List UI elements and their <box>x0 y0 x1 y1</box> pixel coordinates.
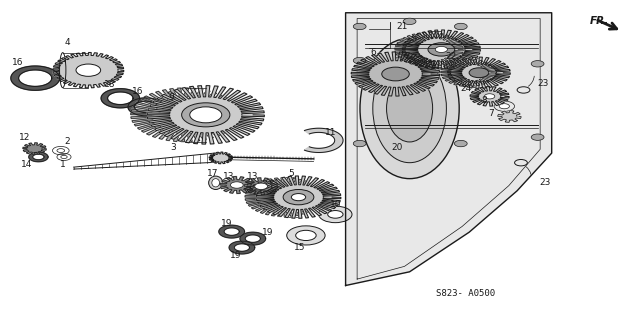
Circle shape <box>156 106 192 124</box>
Text: 13: 13 <box>223 172 234 181</box>
Text: 16: 16 <box>132 87 143 96</box>
Circle shape <box>499 104 509 109</box>
Text: 5: 5 <box>289 169 294 178</box>
Polygon shape <box>229 241 255 254</box>
Text: 19: 19 <box>262 228 273 237</box>
Polygon shape <box>101 89 140 108</box>
Polygon shape <box>29 152 48 162</box>
Circle shape <box>319 206 352 223</box>
Circle shape <box>182 103 230 127</box>
Circle shape <box>531 61 544 67</box>
Circle shape <box>353 23 366 30</box>
Text: 4: 4 <box>65 38 70 47</box>
Text: 15: 15 <box>294 243 305 252</box>
Text: 19: 19 <box>230 251 241 260</box>
Text: 14: 14 <box>21 160 33 169</box>
Text: FR.: FR. <box>590 16 609 26</box>
Circle shape <box>484 94 495 99</box>
Polygon shape <box>220 177 253 193</box>
Polygon shape <box>305 128 343 152</box>
Circle shape <box>287 226 325 245</box>
Polygon shape <box>346 13 552 286</box>
Circle shape <box>61 155 67 159</box>
Circle shape <box>381 67 410 81</box>
Circle shape <box>168 112 180 118</box>
Text: 9: 9 <box>169 93 174 102</box>
Text: 13: 13 <box>247 172 259 181</box>
Text: 12: 12 <box>19 133 30 142</box>
Polygon shape <box>498 111 521 122</box>
Text: 21: 21 <box>396 22 408 31</box>
Text: 11: 11 <box>324 128 336 137</box>
Circle shape <box>454 140 467 147</box>
Circle shape <box>255 183 268 189</box>
Text: 22: 22 <box>445 52 457 61</box>
Polygon shape <box>240 232 266 245</box>
Polygon shape <box>447 57 510 88</box>
Polygon shape <box>209 152 232 164</box>
Polygon shape <box>441 59 496 86</box>
Circle shape <box>454 23 467 30</box>
Polygon shape <box>395 32 463 67</box>
Circle shape <box>469 68 489 78</box>
Text: 20: 20 <box>391 143 403 152</box>
Circle shape <box>435 46 447 53</box>
Polygon shape <box>53 53 124 88</box>
Polygon shape <box>245 178 323 217</box>
Text: 2: 2 <box>65 137 70 146</box>
Polygon shape <box>128 98 164 116</box>
Text: 10: 10 <box>330 200 342 209</box>
Polygon shape <box>147 85 264 144</box>
Polygon shape <box>256 176 341 218</box>
Text: 23: 23 <box>540 178 551 187</box>
Circle shape <box>76 64 100 76</box>
Circle shape <box>328 211 343 218</box>
Circle shape <box>353 140 366 147</box>
Polygon shape <box>470 86 509 106</box>
Polygon shape <box>244 178 278 195</box>
Circle shape <box>296 230 316 241</box>
Polygon shape <box>23 143 46 154</box>
Ellipse shape <box>209 176 223 189</box>
Text: 19: 19 <box>221 219 233 228</box>
Circle shape <box>291 194 306 201</box>
Text: 7: 7 <box>489 109 494 118</box>
Circle shape <box>403 18 416 25</box>
Circle shape <box>531 134 544 140</box>
Text: 17: 17 <box>207 169 218 178</box>
Polygon shape <box>131 88 239 142</box>
Ellipse shape <box>387 75 433 142</box>
Text: 24: 24 <box>460 84 472 93</box>
Text: 16: 16 <box>12 58 24 67</box>
Ellipse shape <box>212 179 220 187</box>
Circle shape <box>189 107 222 123</box>
Text: 3: 3 <box>170 143 175 152</box>
Circle shape <box>57 149 65 152</box>
Text: 18: 18 <box>104 80 116 89</box>
Text: 8: 8 <box>482 96 487 105</box>
Polygon shape <box>403 30 481 69</box>
Ellipse shape <box>372 54 447 163</box>
Circle shape <box>428 43 455 56</box>
Text: 6: 6 <box>371 48 376 57</box>
Text: 1: 1 <box>60 160 65 169</box>
Text: S823- A0500: S823- A0500 <box>436 289 495 298</box>
Polygon shape <box>219 225 244 238</box>
Text: 23: 23 <box>537 79 548 88</box>
Ellipse shape <box>360 38 460 179</box>
Polygon shape <box>11 66 60 90</box>
Circle shape <box>353 57 366 64</box>
Circle shape <box>283 189 314 205</box>
Circle shape <box>230 182 243 188</box>
Polygon shape <box>351 52 440 96</box>
